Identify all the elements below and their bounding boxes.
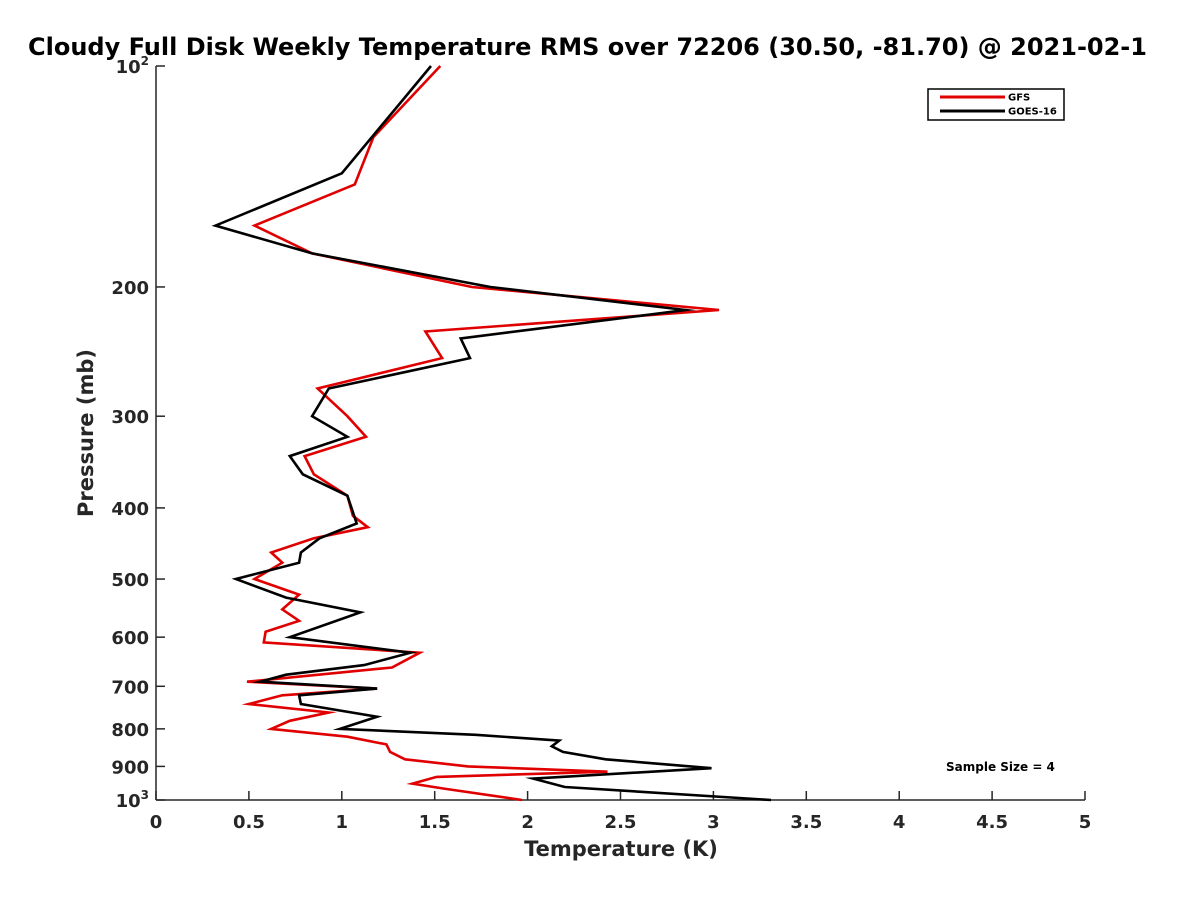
y-tick-label: 800 <box>111 720 149 741</box>
y-tick-label: 400 <box>111 499 149 520</box>
legend-label-gfs: GFS <box>1008 93 1030 104</box>
x-tick-label: 1.5 <box>419 812 451 833</box>
y-tick-label: 900 <box>111 757 149 778</box>
y-tick-label: 300 <box>111 407 149 428</box>
series-layer <box>211 65 772 802</box>
y-tick-label: 500 <box>111 570 149 591</box>
y-tick-label: 200 <box>111 278 149 299</box>
legend-box <box>927 88 1065 121</box>
x-tick-label: 2 <box>521 812 534 833</box>
x-axis-label: Temperature (K) <box>524 837 718 861</box>
sample-size-annotation: Sample Size = 4 <box>946 760 1055 774</box>
x-tick-label: 4.5 <box>976 812 1008 833</box>
x-tick-label: 0 <box>150 812 163 833</box>
y-tick-label: 102 <box>116 54 149 78</box>
y-tick-label: 700 <box>111 677 149 698</box>
y-axis-label: Pressure (mb) <box>74 349 98 517</box>
axes: 0 0.5 1 1.5 2 2.5 3 3.5 4 4.5 5 102 200 300 400 500 600 7… <box>111 54 1091 833</box>
y-tick-label: 600 <box>111 628 149 649</box>
x-tick-label: 3.5 <box>790 812 822 833</box>
chart-title: Cloudy Full Disk Weekly Temperature RMS … <box>28 33 1147 61</box>
legend: GFS GOES-16 <box>927 88 1065 121</box>
y-tick-label: 103 <box>116 788 149 812</box>
legend-label-goes-16: GOES-16 <box>1008 107 1057 118</box>
x-tick-label: 2.5 <box>605 812 637 833</box>
x-tick-label: 0.5 <box>233 812 265 833</box>
x-tick-label: 1 <box>336 812 349 833</box>
series-line-goes-16 <box>211 65 772 802</box>
x-tick-label: 5 <box>1079 812 1092 833</box>
series-line-gfs <box>241 65 720 802</box>
x-tick-label: 3 <box>707 812 720 833</box>
x-tick-label: 4 <box>893 812 906 833</box>
